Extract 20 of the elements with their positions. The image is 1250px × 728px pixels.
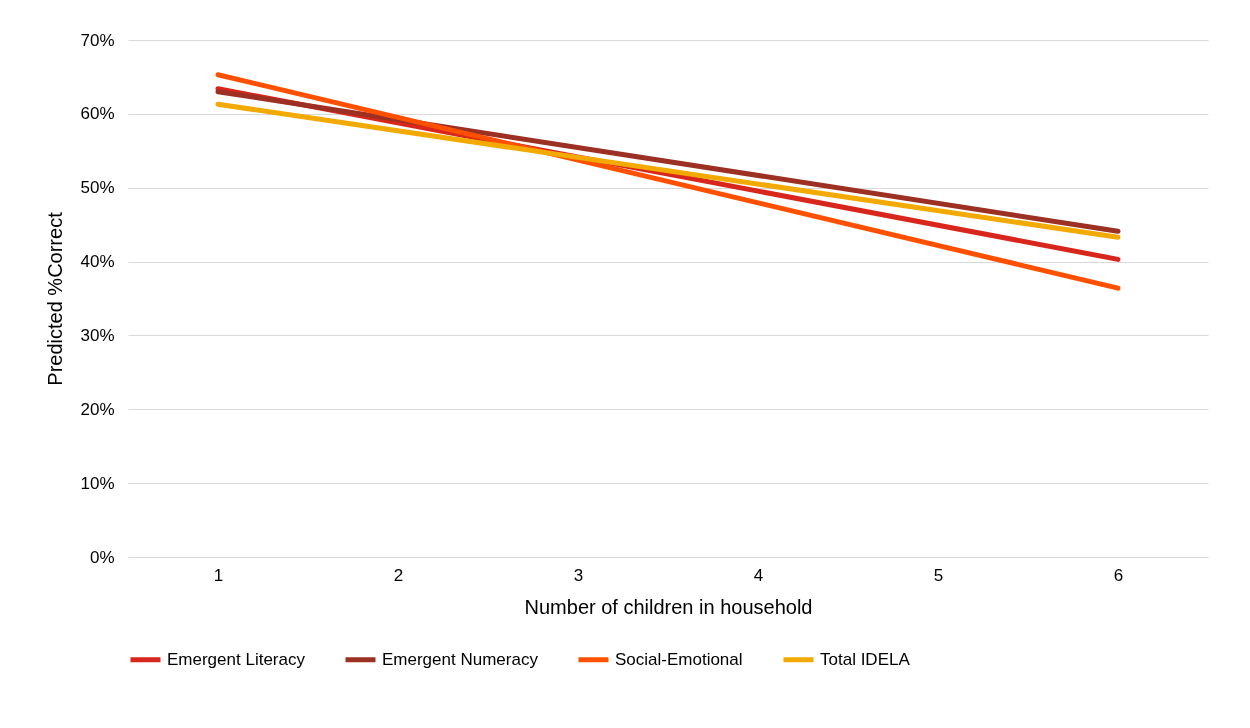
x-tick-label: 6 — [1113, 565, 1124, 585]
legend-label: Emergent Literacy — [167, 649, 306, 669]
legend-label: Social-Emotional — [615, 649, 743, 669]
y-axis-title: Predicted %Correct — [44, 211, 67, 386]
y-tick-label: 10% — [80, 473, 115, 493]
legend-label: Emergent Numeracy — [382, 649, 539, 669]
y-tick-label: 30% — [80, 325, 115, 345]
x-tick-label: 1 — [213, 565, 224, 585]
y-tick-label: 70% — [80, 30, 115, 50]
x-tick-label: 5 — [933, 565, 944, 585]
y-tick-label: 60% — [80, 104, 115, 124]
x-tick-label: 2 — [393, 565, 404, 585]
y-tick-label: 20% — [80, 399, 115, 419]
x-axis-title: Number of children in household — [524, 595, 813, 618]
x-tick-label: 4 — [753, 565, 764, 585]
y-tick-label: 0% — [89, 547, 115, 567]
y-tick-label: 50% — [80, 178, 115, 198]
legend-label: Total IDELA — [820, 649, 911, 669]
y-tick-label: 40% — [80, 252, 115, 272]
x-tick-label: 3 — [573, 565, 584, 585]
